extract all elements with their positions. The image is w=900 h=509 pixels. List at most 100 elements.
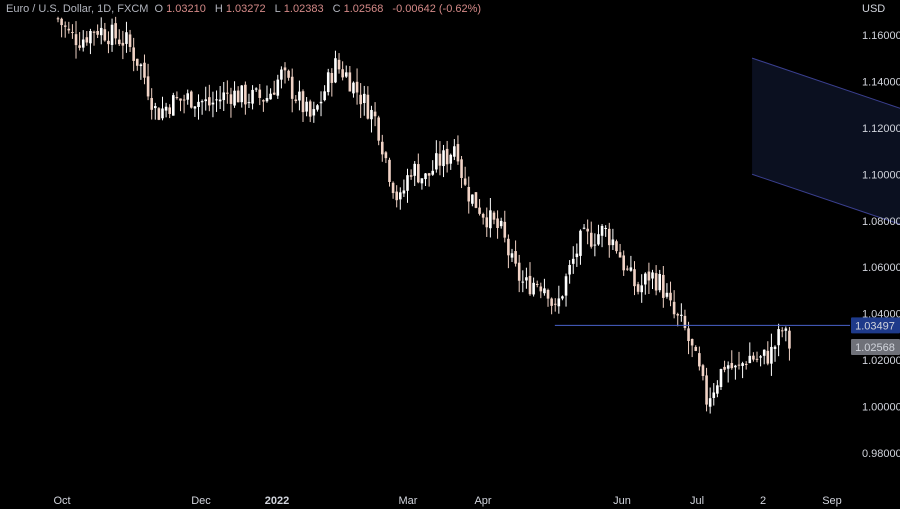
candle-body [395, 191, 398, 201]
candle-body [597, 234, 600, 245]
candle-body [629, 267, 633, 271]
candle-body [528, 275, 532, 295]
price-tick-label: 1.08000 [862, 216, 900, 228]
price-tick-label: 1.06000 [862, 262, 900, 274]
candle-body [99, 27, 103, 36]
candle-body [514, 251, 517, 264]
candle-body [481, 213, 485, 218]
candle-body [705, 375, 708, 405]
candle-body [719, 369, 723, 387]
candle-body [272, 92, 276, 95]
candle-body [74, 34, 78, 46]
candle-body [539, 286, 543, 292]
price-tick-label: 1.00000 [862, 402, 900, 414]
price-axis[interactable]: 1.16000 1.14000 1.12000 1.10000 1.08000 1.060… [862, 30, 900, 460]
candle-body [391, 182, 395, 194]
channel-lower-line [751, 173, 900, 225]
symbol-title: Euro / U.S. Dollar, 1D, FXCM [6, 3, 149, 15]
candle-body [665, 292, 669, 297]
candle-body [171, 95, 175, 116]
candle-body [71, 31, 74, 33]
candle-body [712, 392, 716, 398]
candle-body [121, 42, 125, 46]
time-axis[interactable]: Oct Dec 2022 Mar Apr Jun Jul 2 Sep [53, 495, 841, 507]
candle-body [280, 69, 283, 80]
price-tags: 1.03497 1.02568 [851, 317, 900, 355]
candle-body [496, 218, 499, 229]
channel-area [752, 58, 900, 225]
candle-body [445, 148, 449, 165]
candle-body [388, 159, 391, 182]
candle-body [265, 98, 269, 102]
price-tick-label: 1.16000 [862, 30, 900, 42]
candle-body [56, 18, 60, 20]
candle-body [730, 363, 734, 369]
candle-body [193, 106, 197, 109]
candle-body [67, 28, 71, 31]
candle-body [478, 207, 481, 214]
time-tick-label: Sep [822, 495, 842, 507]
channel-fill [752, 58, 900, 225]
candle-body [92, 31, 96, 33]
candle-body [175, 97, 179, 99]
candle-body [456, 144, 460, 162]
candle-body [647, 271, 651, 281]
candle-body [507, 238, 510, 256]
candle-body [449, 154, 453, 164]
level-price-tag-label: 1.03497 [855, 320, 895, 332]
candle-body [510, 253, 514, 258]
candle-body [81, 39, 85, 48]
candle-body [334, 58, 337, 83]
candle-body [316, 105, 319, 110]
candle-body [748, 355, 752, 364]
candle-body [568, 265, 571, 275]
currency-label: USD [862, 3, 885, 15]
candle-body [611, 239, 615, 246]
candle-body [640, 285, 644, 293]
time-tick-label: Oct [53, 495, 70, 507]
candle-body [373, 111, 377, 117]
candle-body [780, 330, 784, 332]
channel-upper-line [751, 57, 900, 109]
candle-body [525, 277, 528, 281]
time-tick-label: Jun [613, 495, 631, 507]
candle-body [226, 92, 229, 94]
candle-body [543, 288, 546, 294]
candle-body [341, 69, 344, 78]
candle-body [737, 364, 741, 366]
candle-body [128, 34, 132, 47]
candle-body [290, 76, 294, 99]
candle-body [550, 298, 553, 306]
candle-body [164, 106, 168, 111]
candle-body [251, 89, 254, 104]
candle-body [788, 330, 791, 349]
candle-body [60, 18, 63, 26]
candle-body [218, 99, 222, 102]
candle-body [153, 106, 157, 109]
price-tick-label: 1.14000 [862, 76, 900, 88]
candle-body [575, 253, 579, 258]
candle-body [607, 228, 611, 246]
candle-body [276, 79, 280, 96]
candle-body [499, 220, 503, 227]
candle-body [96, 30, 99, 35]
candle-body [362, 93, 366, 104]
candle-body [532, 282, 535, 295]
candle-body [380, 141, 384, 155]
candle-body [553, 303, 557, 305]
open-label: O 1.03210 [154, 3, 206, 15]
candle-body [161, 108, 164, 119]
last-price-tag-bg [851, 338, 900, 355]
candle-body [683, 315, 687, 328]
candle-body [716, 385, 719, 394]
candle-body [636, 284, 640, 292]
candle-body [431, 170, 435, 175]
candle-body [200, 101, 204, 103]
level-price-tag-bg [851, 317, 900, 334]
candle-body [467, 186, 471, 202]
candle-body [319, 101, 323, 104]
candle-body [233, 90, 236, 106]
time-tick-label: Mar [399, 495, 418, 507]
